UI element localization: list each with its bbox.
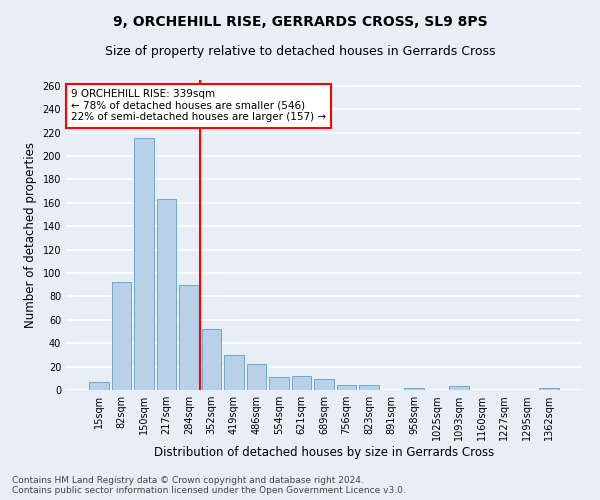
Bar bbox=[179, 284, 199, 390]
Bar bbox=[292, 376, 311, 390]
Bar bbox=[359, 386, 379, 390]
Bar bbox=[539, 388, 559, 390]
Text: Size of property relative to detached houses in Gerrards Cross: Size of property relative to detached ho… bbox=[105, 45, 495, 58]
Bar bbox=[337, 386, 356, 390]
Bar bbox=[247, 364, 266, 390]
Bar bbox=[89, 382, 109, 390]
Text: 9, ORCHEHILL RISE, GERRARDS CROSS, SL9 8PS: 9, ORCHEHILL RISE, GERRARDS CROSS, SL9 8… bbox=[113, 15, 487, 29]
Text: Contains HM Land Registry data © Crown copyright and database right 2024.
Contai: Contains HM Land Registry data © Crown c… bbox=[12, 476, 406, 495]
Y-axis label: Number of detached properties: Number of detached properties bbox=[24, 142, 37, 328]
Bar bbox=[224, 355, 244, 390]
Bar bbox=[134, 138, 154, 390]
Bar bbox=[404, 388, 424, 390]
Bar bbox=[269, 377, 289, 390]
X-axis label: Distribution of detached houses by size in Gerrards Cross: Distribution of detached houses by size … bbox=[154, 446, 494, 459]
Bar bbox=[157, 200, 176, 390]
Bar bbox=[112, 282, 131, 390]
Bar bbox=[202, 329, 221, 390]
Bar bbox=[314, 380, 334, 390]
Text: 9 ORCHEHILL RISE: 339sqm
← 78% of detached houses are smaller (546)
22% of semi-: 9 ORCHEHILL RISE: 339sqm ← 78% of detach… bbox=[71, 90, 326, 122]
Bar bbox=[449, 386, 469, 390]
